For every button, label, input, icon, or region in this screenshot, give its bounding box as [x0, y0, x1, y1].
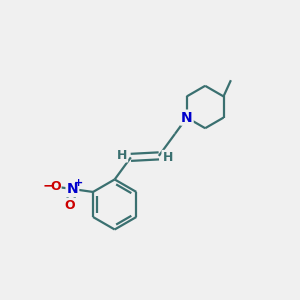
Text: N: N [181, 111, 193, 124]
Text: H: H [117, 148, 127, 161]
Text: −: − [42, 178, 54, 192]
Text: N: N [67, 182, 78, 196]
Text: O: O [50, 180, 61, 193]
Text: O: O [65, 199, 75, 212]
Text: +: + [74, 178, 83, 188]
Text: H: H [163, 151, 173, 164]
